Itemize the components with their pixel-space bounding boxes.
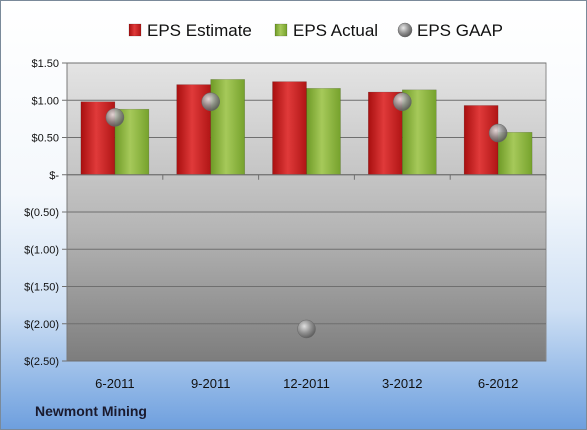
y-tick-label: $(0.50) [24, 207, 59, 219]
legend-swatch-eps-estimate [128, 23, 142, 37]
y-tick-label: $1.50 [31, 58, 59, 70]
y-tick-label: $(2.00) [24, 319, 59, 331]
x-tick-label: 3-2012 [382, 376, 422, 391]
marker-eps-gaap [201, 92, 220, 111]
x-tick-label: 6-2012 [478, 376, 518, 391]
marker-eps-gaap [393, 92, 412, 111]
legend-swatch-eps-gaap [397, 22, 413, 38]
y-tick-label: $0.50 [31, 133, 59, 145]
y-tick-label: $(1.50) [24, 282, 59, 294]
legend-label: EPS Estimate [147, 21, 252, 40]
marker-eps-gaap [488, 123, 508, 143]
y-tick-label: $(2.50) [24, 356, 59, 368]
legend-label: EPS Actual [293, 21, 378, 40]
y-tick-label: $- [49, 170, 59, 182]
y-tick-label: $(1.00) [24, 244, 59, 256]
x-tick-label: 9-2011 [191, 376, 231, 391]
marker-eps-gaap [297, 319, 316, 339]
x-tick-label: 6-2011 [95, 376, 135, 391]
legend-swatch-eps-actual [274, 23, 288, 37]
bar-eps-actual [306, 88, 341, 175]
legend-label: EPS GAAP [417, 21, 503, 40]
marker-eps-gaap [105, 108, 125, 127]
y-tick-label: $1.00 [31, 95, 59, 107]
bar-eps-estimate [272, 81, 307, 175]
x-tick-label: 12-2011 [283, 376, 330, 391]
bar-eps-actual [210, 79, 245, 175]
company-name: Newmont Mining [35, 403, 147, 419]
